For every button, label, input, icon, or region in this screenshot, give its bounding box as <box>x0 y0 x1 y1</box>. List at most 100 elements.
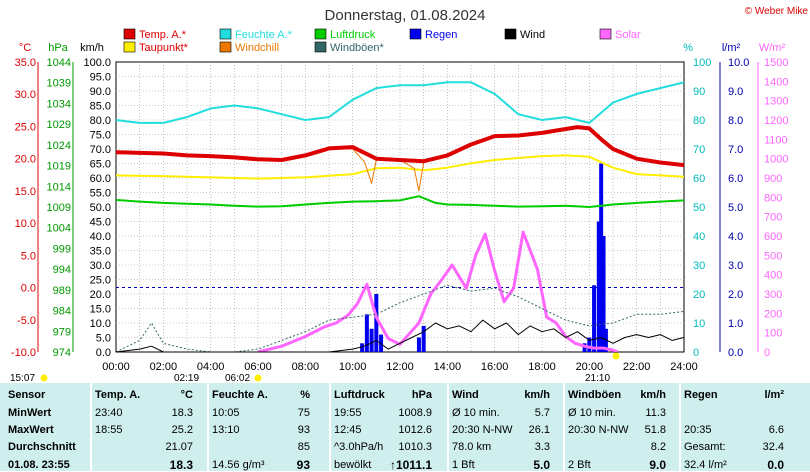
rain-bar <box>416 337 421 352</box>
stats-header: Luftdruck <box>334 389 385 401</box>
stats-cell-value: ↑1011.1 <box>389 458 432 472</box>
solar-tick-label: 1300 <box>764 96 788 108</box>
stats-cell-value: 6.6 <box>768 424 784 436</box>
x-tick-label: 22:00 <box>623 361 651 373</box>
temp-tick-label: 20.0 <box>15 154 36 166</box>
sun-icon <box>612 352 620 360</box>
temp-tick-label: 25.0 <box>15 121 36 133</box>
pressure-tick-label: 999 <box>53 243 71 255</box>
x-tick-label: 02:00 <box>150 361 178 373</box>
legend-swatch <box>504 28 517 40</box>
series-line-luftdruck <box>116 195 684 208</box>
stats-cell-value: 75 <box>297 407 310 419</box>
sun-icon <box>254 374 262 382</box>
stats-cell-value: 1010.3 <box>398 441 432 453</box>
stats-cell-value: 26.1 <box>528 424 550 436</box>
series-line-solar <box>257 230 619 352</box>
stats-cell-label: ^3.0hPa/h <box>334 441 384 453</box>
humidity-tick-label: 20 <box>693 289 705 301</box>
stats-cell-label: 10:05 <box>212 407 240 419</box>
stats-cell-value: 93 <box>297 424 310 436</box>
legend-swatch <box>123 41 136 53</box>
wind-tick-label: 100.0 <box>83 57 111 69</box>
stats-cell-label: 20:35 <box>684 424 712 436</box>
stats-unit: km/h <box>524 389 550 401</box>
time-marker-sunrise2: 06:02 <box>225 373 250 383</box>
rain-bar <box>601 236 606 352</box>
credit-text: © Weber Mike <box>745 6 809 17</box>
legend-label: Luftdruck <box>330 29 376 41</box>
wind-tick-label: 80.0 <box>90 115 111 127</box>
x-tick-label: 08:00 <box>292 361 320 373</box>
stats-cell-value: 1012.6 <box>398 424 432 436</box>
stats-cell-value: 3.3 <box>534 441 550 453</box>
rain-bar <box>374 294 379 352</box>
stats-cell-label: Gesamt: <box>684 441 726 453</box>
stats-header: Windböen <box>568 389 622 401</box>
wind-tick-label: 40.0 <box>90 231 111 243</box>
humidity-tick-label: 100 <box>693 57 711 69</box>
x-tick-label: 14:00 <box>434 361 462 373</box>
stats-row-label: 01.08. 23:55 <box>8 459 70 471</box>
wind-tick-label: 65.0 <box>90 159 111 171</box>
stats-cell-value: 8.2 <box>650 441 666 453</box>
legend-label: Windchill <box>235 42 279 54</box>
stats-cell-value: 11.3 <box>645 407 666 419</box>
legend-label: Windböen* <box>330 42 385 54</box>
stats-cell-label: 13:10 <box>212 424 240 436</box>
pressure-tick-label: 974 <box>53 347 71 359</box>
stats-cell-label: 32.4 l/m² <box>684 459 727 471</box>
wind-tick-label: 10.0 <box>90 318 111 330</box>
stats-cell-label: Ø 10 min. <box>568 407 616 419</box>
time-marker-sunset: 21:10 <box>585 373 610 383</box>
column-divider <box>329 383 331 471</box>
legend-label: Feuchte A.* <box>235 29 293 41</box>
solar-tick-label: 300 <box>764 289 782 301</box>
stats-row-label: Durchschnitt <box>8 441 76 453</box>
rain-tick-label: 10.0 <box>728 57 749 69</box>
solar-tick-label: 900 <box>764 173 782 185</box>
legend-swatch <box>219 41 232 53</box>
legend-swatch <box>123 28 136 40</box>
series-line-temp-a <box>116 125 684 168</box>
wind-tick-label: 20.0 <box>90 289 111 301</box>
legend-label: Solar <box>615 29 641 41</box>
rain-bar <box>596 221 601 352</box>
time-marker-sunrise: 02:19 <box>174 373 199 383</box>
column-divider <box>447 383 449 471</box>
stats-cell-label: 1 Bft <box>452 459 475 471</box>
humidity-tick-label: 80 <box>693 115 705 127</box>
solar-tick-label: 600 <box>764 231 782 243</box>
humidity-tick-label: 0 <box>693 347 699 359</box>
solar-tick-label: 0 <box>764 347 770 359</box>
rain-bar <box>587 337 592 352</box>
column-divider <box>90 383 92 471</box>
sun-icon <box>40 374 48 382</box>
stats-header: Temp. A. <box>95 389 141 401</box>
stats-cell-value: 85 <box>297 441 310 453</box>
wind-tick-label: 5.0 <box>96 333 111 345</box>
stats-cell-label: 12:45 <box>334 424 362 436</box>
legend-label: Taupunkt* <box>139 42 189 54</box>
solar-tick-label: 1100 <box>764 134 788 146</box>
x-tick-label: 12:00 <box>386 361 414 373</box>
stats-cell-label: 23:40 <box>95 407 123 419</box>
column-divider <box>207 383 209 471</box>
stats-cell-value: 18.3 <box>171 407 193 419</box>
stats-cell-value: 0.0 <box>767 458 784 472</box>
temp-tick-label: -5.0 <box>17 315 36 327</box>
column-divider <box>679 383 681 471</box>
stats-cell-value: 5.7 <box>534 407 550 419</box>
stats-unit: hPa <box>411 389 432 401</box>
x-tick-label: 04:00 <box>197 361 225 373</box>
humidity-tick-label: 50 <box>693 202 705 214</box>
pressure-tick-label: 1019 <box>47 161 71 173</box>
stats-cell-label: 14.56 g/m³ <box>212 459 265 471</box>
solar-tick-label: 100 <box>764 328 782 340</box>
stats-unit: °C <box>180 389 193 401</box>
humidity-tick-label: 30 <box>693 260 705 272</box>
stats-cell-label: 2 Bft <box>568 459 591 471</box>
humidity-tick-label: 90 <box>693 86 705 98</box>
temp-tick-label: 0.0 <box>21 283 36 295</box>
wind-tick-label: 95.0 <box>90 72 111 84</box>
